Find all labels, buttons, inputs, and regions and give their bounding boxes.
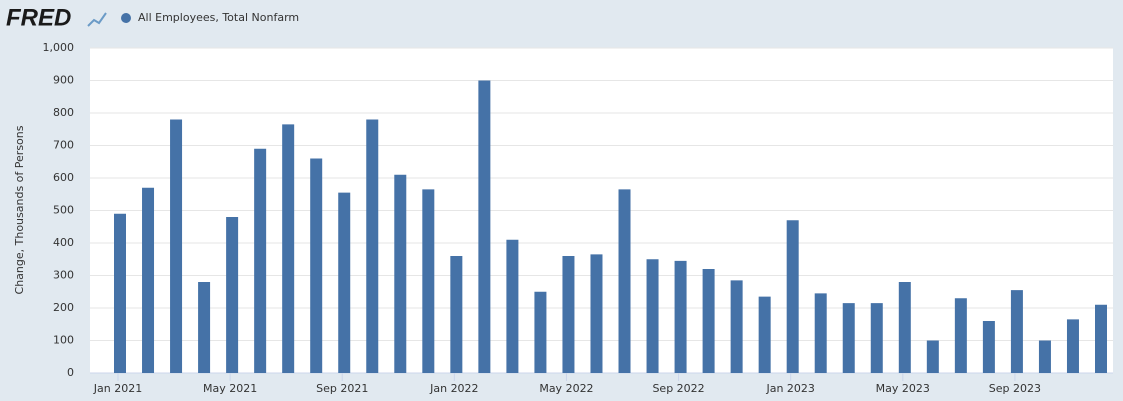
bar xyxy=(366,119,379,373)
bar xyxy=(282,124,295,373)
y-tick-label: 1,000 xyxy=(43,41,75,54)
x-tick-label: Jan 2023 xyxy=(765,382,814,395)
x-tick-label: Jan 2021 xyxy=(93,382,142,395)
x-tick-label: Sep 2023 xyxy=(989,382,1041,395)
bar xyxy=(198,282,211,373)
x-tick-label: May 2021 xyxy=(203,382,257,395)
bar xyxy=(534,291,547,373)
bar xyxy=(226,217,239,373)
bar xyxy=(646,259,659,373)
y-axis-label: Change, Thousands of Persons xyxy=(13,125,26,294)
bar xyxy=(142,187,155,373)
y-tick-label: 700 xyxy=(53,139,74,152)
bar xyxy=(254,148,267,373)
bar xyxy=(1010,290,1023,373)
legend-label: All Employees, Total Nonfarm xyxy=(138,11,299,24)
x-tick-label: May 2023 xyxy=(876,382,930,395)
bar xyxy=(926,340,939,373)
bar xyxy=(786,220,799,373)
bar xyxy=(1095,304,1107,373)
bar xyxy=(870,303,883,373)
x-tick-label: May 2022 xyxy=(539,382,593,395)
bar xyxy=(114,213,126,373)
y-tick-label: 800 xyxy=(53,106,74,119)
bar xyxy=(842,303,855,373)
bar xyxy=(562,256,575,373)
y-tick-label: 900 xyxy=(53,74,74,87)
bar xyxy=(394,174,407,373)
y-tick-label: 300 xyxy=(53,269,74,282)
logo: FRED xyxy=(6,4,71,31)
bar xyxy=(758,296,771,373)
bar xyxy=(898,282,911,373)
bar xyxy=(478,80,491,373)
bar xyxy=(982,321,995,373)
bar xyxy=(310,158,323,373)
y-tick-label: 400 xyxy=(53,236,74,249)
y-tick-label: 100 xyxy=(53,334,74,347)
bar xyxy=(422,189,435,373)
legend-marker xyxy=(121,13,131,23)
y-tick-label: 200 xyxy=(53,301,74,314)
bar xyxy=(674,260,687,373)
bar xyxy=(450,256,463,373)
x-tick-label: Sep 2021 xyxy=(316,382,368,395)
bar xyxy=(170,119,183,373)
bar xyxy=(954,298,967,373)
bar xyxy=(618,189,631,373)
bar xyxy=(590,254,603,373)
y-tick-label: 600 xyxy=(53,171,74,184)
bar xyxy=(1066,319,1079,373)
bar xyxy=(730,280,743,373)
bar xyxy=(814,293,827,373)
bar xyxy=(1038,340,1051,373)
bar xyxy=(702,269,715,373)
bar xyxy=(506,239,519,373)
y-tick-label: 0 xyxy=(67,366,74,379)
x-tick-label: Jan 2022 xyxy=(429,382,478,395)
y-tick-label: 500 xyxy=(53,204,74,217)
logo-icon xyxy=(87,12,107,27)
bar xyxy=(338,192,351,373)
x-tick-label: Sep 2022 xyxy=(652,382,704,395)
